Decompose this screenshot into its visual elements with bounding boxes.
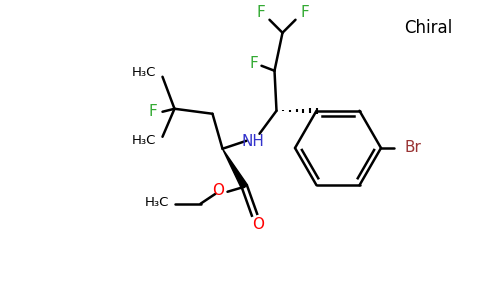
Text: F: F <box>300 5 309 20</box>
Text: F: F <box>148 104 157 119</box>
Text: H₃C: H₃C <box>144 196 169 209</box>
Text: H₃C: H₃C <box>131 134 156 147</box>
Text: F: F <box>256 5 265 20</box>
Text: H₃C: H₃C <box>131 66 156 79</box>
Polygon shape <box>223 149 247 188</box>
Text: O: O <box>212 183 225 198</box>
Text: F: F <box>249 56 258 71</box>
Text: NH: NH <box>241 134 264 149</box>
Text: O: O <box>253 217 264 232</box>
Text: Chiral: Chiral <box>404 19 452 37</box>
Text: Br: Br <box>405 140 422 155</box>
